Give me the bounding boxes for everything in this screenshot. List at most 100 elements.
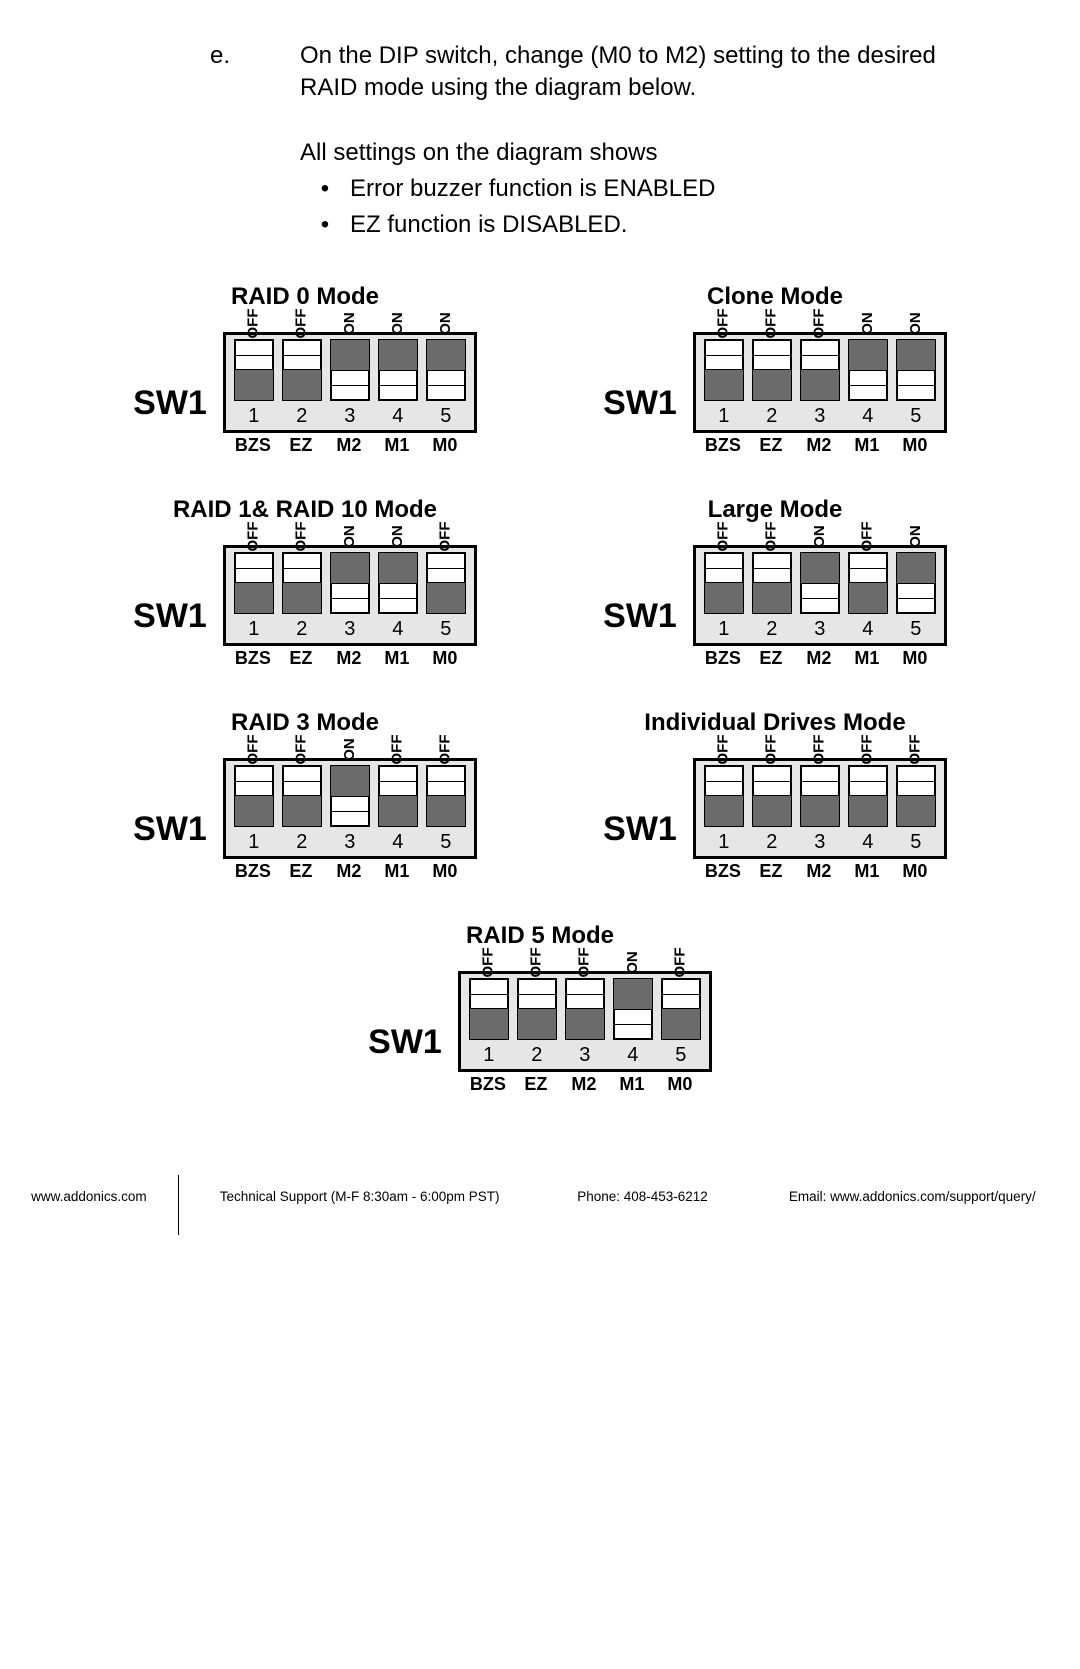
dip-pin-label: M1 <box>843 648 891 669</box>
footer-email: Email: www.addonics.com/support/query/ <box>745 1175 1080 1235</box>
dip-switch-number: 5 <box>440 405 451 428</box>
switch-state-label: OFF <box>464 954 512 971</box>
dip-switch-number: 4 <box>392 405 403 428</box>
intro-block: e. On the DIP switch, change (M0 to M2) … <box>90 40 990 105</box>
dip-switch-slot: 3 <box>326 765 374 856</box>
dip-switch-number: 2 <box>766 618 777 641</box>
intro-settings-block: All settings on the diagram shows • Erro… <box>90 135 990 243</box>
dip-switch-frame: 12345 <box>693 545 947 646</box>
switch-state-label: ON <box>891 528 939 545</box>
dip-pin-label: M0 <box>421 435 469 456</box>
dip-switch-knob <box>331 583 369 613</box>
dip-switch-diagram: RAID 3 ModeSW1OFFOFFONOFFOFF12345BZSEZM2… <box>133 709 477 882</box>
dip-switch-slot: 2 <box>748 552 796 643</box>
dip-switch-knob <box>518 979 556 1009</box>
dip-switch-slot: 5 <box>892 765 940 856</box>
footer-site: www.addonics.com <box>0 1175 178 1235</box>
dip-switch-number: 5 <box>440 618 451 641</box>
dip-pin-label: M1 <box>373 648 421 669</box>
dip-title: RAID 0 Mode <box>133 283 477 311</box>
dip-switch-number: 1 <box>248 831 259 854</box>
dip-switch-number: 5 <box>910 831 921 854</box>
dip-switch-number: 2 <box>296 405 307 428</box>
dip-switch-number: 2 <box>296 618 307 641</box>
dip-switch-slot: 2 <box>278 552 326 643</box>
dip-pin-label: EZ <box>747 861 795 882</box>
dip-switch-slot: 4 <box>374 765 422 856</box>
intro-heading-2: All settings on the diagram shows <box>300 135 990 171</box>
bullet-dot: • <box>300 207 350 243</box>
dip-title: RAID 1& RAID 10 Mode <box>133 496 477 524</box>
switch-state-label: OFF <box>560 954 608 971</box>
dip-switch-knob <box>283 766 321 796</box>
dip-switch-number: 3 <box>344 405 355 428</box>
dip-pin-label: EZ <box>277 648 325 669</box>
dip-switch-knob <box>753 766 791 796</box>
dip-switch-knob <box>427 370 465 400</box>
dip-switch-knob <box>801 340 839 370</box>
switch-state-label: OFF <box>277 315 325 332</box>
dip-switch-slot: 4 <box>844 765 892 856</box>
dip-switch-frame: 12345 <box>693 332 947 433</box>
dip-switch-slot: 5 <box>892 339 940 430</box>
switch-state-label: OFF <box>512 954 560 971</box>
dip-pin-label: BZS <box>229 648 277 669</box>
dip-pin-label: M2 <box>560 1074 608 1095</box>
sw1-label: SW1 <box>603 810 677 849</box>
dip-pin-label: EZ <box>512 1074 560 1095</box>
footer-phone: Phone: 408-453-6212 <box>541 1175 745 1235</box>
switch-state-label: OFF <box>421 741 469 758</box>
dip-switch-slot: 2 <box>748 765 796 856</box>
dip-switch-slot: 1 <box>700 339 748 430</box>
dip-title: RAID 5 Mode <box>368 922 712 950</box>
dip-switch-number: 5 <box>440 831 451 854</box>
dip-switch-number: 1 <box>483 1044 494 1067</box>
dip-switch-number: 5 <box>910 405 921 428</box>
dip-pin-label: BZS <box>464 1074 512 1095</box>
dip-switch-slot: 2 <box>513 978 561 1069</box>
switch-state-label: ON <box>421 315 469 332</box>
dip-pin-label: EZ <box>277 435 325 456</box>
dip-switch-knob <box>427 553 465 583</box>
dip-switch-knob <box>705 340 743 370</box>
switch-state-label: OFF <box>747 528 795 545</box>
switch-state-label: OFF <box>747 315 795 332</box>
intro-bullet-1: Error buzzer function is ENABLED <box>350 171 715 207</box>
dip-switch-number: 3 <box>814 831 825 854</box>
switch-state-label: OFF <box>229 528 277 545</box>
dip-switch-slot: 5 <box>892 552 940 643</box>
dip-switch-knob <box>283 553 321 583</box>
sw1-label: SW1 <box>133 597 207 636</box>
switch-state-label: ON <box>325 741 373 758</box>
dip-pin-label: BZS <box>699 435 747 456</box>
dip-switch-number: 5 <box>675 1044 686 1067</box>
dip-pin-label: M0 <box>891 435 939 456</box>
switch-state-label: OFF <box>747 741 795 758</box>
switch-state-label: OFF <box>277 741 325 758</box>
dip-switch-frame: 12345 <box>223 332 477 433</box>
dip-switch-knob <box>235 553 273 583</box>
dip-switch-grid: RAID 0 ModeSW1OFFOFFONONON12345BZSEZM2M1… <box>90 283 990 1095</box>
dip-switch-slot: 5 <box>422 765 470 856</box>
dip-pin-label: EZ <box>747 648 795 669</box>
dip-switch-slot: 3 <box>561 978 609 1069</box>
dip-switch-knob <box>849 370 887 400</box>
dip-switch-slot: 4 <box>609 978 657 1069</box>
dip-switch-knob <box>662 979 700 1009</box>
dip-switch-knob <box>379 766 417 796</box>
dip-switch-slot: 5 <box>422 339 470 430</box>
dip-title: Large Mode <box>603 496 947 524</box>
dip-pin-label: M0 <box>421 861 469 882</box>
dip-switch-diagram: Clone ModeSW1OFFOFFOFFONON12345BZSEZM2M1… <box>603 283 947 456</box>
switch-state-label: OFF <box>373 741 421 758</box>
dip-pin-label: M0 <box>891 861 939 882</box>
footer-support: Technical Support (M-F 8:30am - 6:00pm P… <box>179 1175 541 1235</box>
dip-switch-knob <box>849 553 887 583</box>
dip-switch-knob <box>427 766 465 796</box>
dip-switch-knob <box>331 796 369 826</box>
dip-switch-slot: 5 <box>657 978 705 1069</box>
dip-switch-slot: 3 <box>796 339 844 430</box>
dip-switch-number: 1 <box>718 618 729 641</box>
dip-switch-diagram: Large ModeSW1OFFOFFONOFFON12345BZSEZM2M1… <box>603 496 947 669</box>
dip-switch-number: 3 <box>814 405 825 428</box>
